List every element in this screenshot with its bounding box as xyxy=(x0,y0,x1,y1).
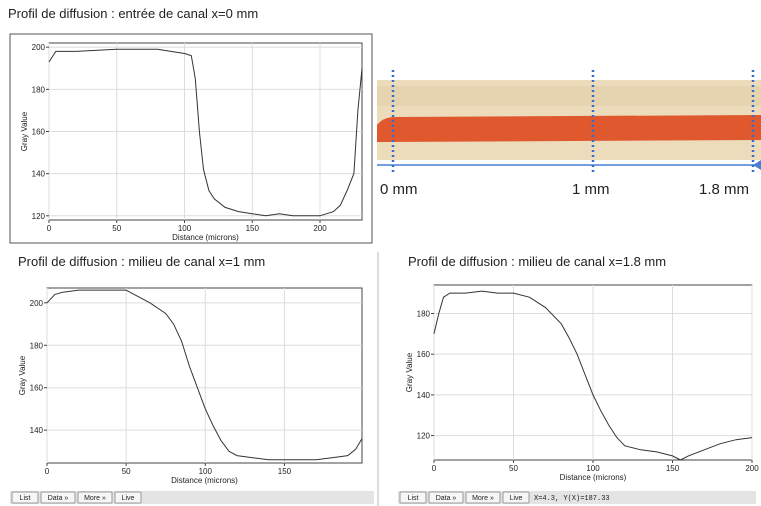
x-axis-label: Distance (microns) xyxy=(172,233,239,242)
x-tick-label: 0 xyxy=(47,224,52,233)
button-label[interactable]: List xyxy=(408,495,419,502)
toolbar-button[interactable] xyxy=(465,491,501,504)
data-line xyxy=(48,48,363,217)
x-axis-label: Distance (microns) xyxy=(171,476,238,485)
photo-label: 1 mm xyxy=(572,181,610,198)
x-tick-label: 0 xyxy=(45,467,50,476)
toolbar-button[interactable] xyxy=(428,491,464,504)
x-tick-label: 200 xyxy=(745,464,759,473)
chart-title: Profil de diffusion : entrée de canal x=… xyxy=(8,6,258,21)
y-tick-label: 200 xyxy=(32,43,46,52)
toolbar: List Data » More » Live xyxy=(10,491,374,504)
x-tick-label: 100 xyxy=(586,464,600,473)
toolbar: List Data » More » Live X=4.3, Y(X)=187.33 xyxy=(398,491,756,504)
toolbar-button[interactable] xyxy=(40,491,76,504)
y-axis-label: Gray Value xyxy=(20,111,29,151)
y-tick-label: 180 xyxy=(32,85,46,94)
x-tick-label: 50 xyxy=(122,467,131,476)
plot-area xyxy=(46,287,363,464)
y-axis-label: Gray Value xyxy=(18,355,27,395)
x-axis-label: Distance (microns) xyxy=(560,473,627,482)
toolbar-button[interactable] xyxy=(502,491,530,504)
y-tick-label: 140 xyxy=(30,426,44,435)
y-tick-label: 140 xyxy=(417,391,431,400)
x-tick-label: 200 xyxy=(313,224,327,233)
button-label[interactable]: Live xyxy=(122,495,135,502)
button-label[interactable]: More » xyxy=(84,495,106,502)
y-tick-label: 180 xyxy=(417,309,431,318)
x-tick-label: 150 xyxy=(278,467,292,476)
toolbar-button[interactable] xyxy=(399,491,427,504)
y-tick-label: 200 xyxy=(30,299,44,308)
toolbar-button[interactable] xyxy=(114,491,142,504)
x-tick-label: 100 xyxy=(178,224,192,233)
y-tick-label: 160 xyxy=(417,350,431,359)
x-tick-label: 50 xyxy=(509,464,518,473)
y-tick-label: 180 xyxy=(30,341,44,350)
data-line xyxy=(46,289,363,461)
y-tick-label: 140 xyxy=(32,170,46,179)
y-tick-label: 160 xyxy=(32,128,46,137)
button-label[interactable]: List xyxy=(20,495,31,502)
chart-title: Profil de diffusion : milieu de canal x=… xyxy=(408,254,666,269)
channel-wall xyxy=(377,86,761,106)
photo-label: 1.8 mm xyxy=(699,181,749,198)
button-label[interactable]: More » xyxy=(472,495,494,502)
button-label[interactable]: Live xyxy=(510,495,523,502)
button-label[interactable]: Data » xyxy=(48,495,69,502)
y-tick-label: 120 xyxy=(32,212,46,221)
button-label[interactable]: Data » xyxy=(436,495,457,502)
status-text: X=4.3, Y(X)=187.33 xyxy=(534,495,610,503)
toolbar-button[interactable] xyxy=(11,491,39,504)
chart-title: Profil de diffusion : milieu de canal x=… xyxy=(18,254,265,269)
x-tick-label: 100 xyxy=(199,467,213,476)
dye-band xyxy=(377,115,761,142)
x-tick-label: 0 xyxy=(432,464,437,473)
y-axis-label: Gray Value xyxy=(405,352,414,392)
x-tick-label: 50 xyxy=(112,224,121,233)
arrow-head xyxy=(753,160,761,170)
x-tick-label: 150 xyxy=(666,464,680,473)
data-line xyxy=(433,290,753,461)
toolbar-button[interactable] xyxy=(77,491,113,504)
y-tick-label: 120 xyxy=(417,432,431,441)
y-tick-label: 160 xyxy=(30,384,44,393)
photo-label: 0 mm xyxy=(380,181,418,198)
x-tick-label: 150 xyxy=(246,224,260,233)
